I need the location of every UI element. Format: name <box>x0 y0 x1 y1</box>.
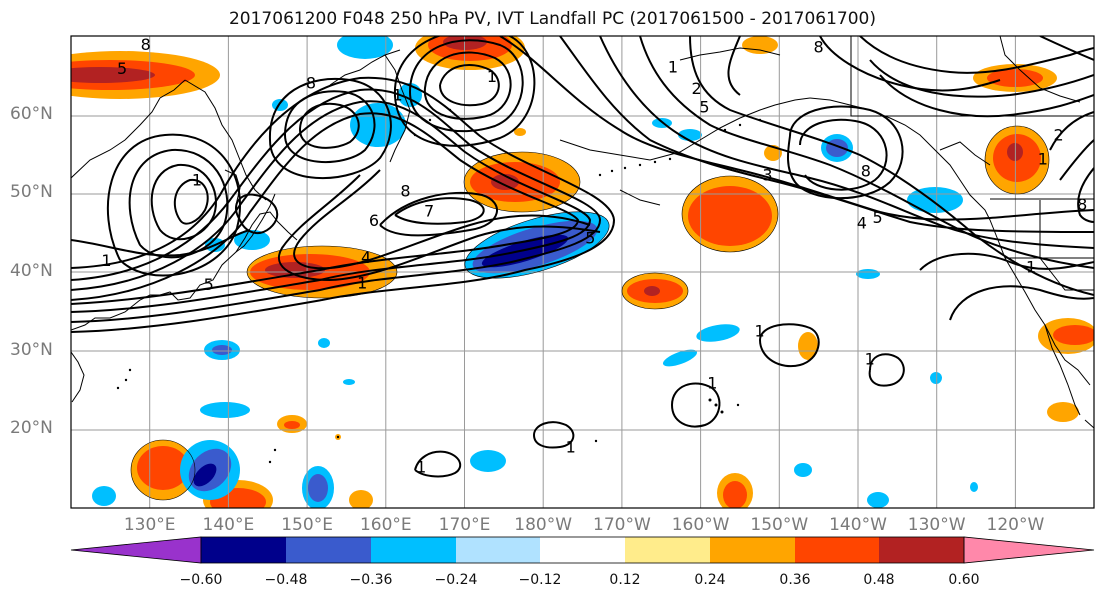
colorbar-segment <box>371 537 456 563</box>
colorbar-segment <box>879 537 964 563</box>
contour-label: 1 <box>865 350 875 369</box>
colorbar-tick-label: 0.12 <box>609 572 641 588</box>
ivt-contours <box>71 36 1094 478</box>
colorbar-tick-label: −0.60 <box>179 572 223 588</box>
colorbar-tick-label: −0.48 <box>264 572 308 588</box>
lat-label: 30°N <box>10 340 53 360</box>
colorbar-tick-label: 0.36 <box>779 572 811 588</box>
colorbar-segment <box>286 537 371 563</box>
contour-label: 1 <box>101 251 111 270</box>
map-title: 2017061200 F048 250 hPa PV, IVT Landfall… <box>228 9 876 29</box>
colorbar-segment <box>710 537 795 563</box>
colorbar-segment <box>540 537 625 563</box>
lon-label: 140°W <box>829 515 887 535</box>
lon-label: 180°W <box>514 515 573 535</box>
contour-label: 1 <box>707 374 717 393</box>
colorbar-tick-label: −0.36 <box>349 572 393 588</box>
lat-label: 60°N <box>10 104 53 124</box>
contour-label: 1 <box>357 274 367 293</box>
lon-label: 140°E <box>202 515 255 535</box>
contour-label: 5 <box>873 208 883 227</box>
lon-label: 170°E <box>438 515 491 535</box>
lon-label: 160°W <box>671 515 730 535</box>
colorbar-extend-high <box>963 536 1095 564</box>
lon-label: 150°W <box>750 515 809 535</box>
colorbar-tick-label: −0.12 <box>518 572 562 588</box>
contour-label: 2 <box>1053 126 1063 145</box>
contour-label: 8 <box>1077 195 1087 214</box>
lon-label: 160°E <box>359 515 412 535</box>
lon-label: 130°E <box>123 515 176 535</box>
contour-label: 1 <box>416 458 426 477</box>
contour-label: 8 <box>861 162 871 181</box>
lon-label: 120°W <box>986 515 1045 535</box>
contour-label: 5 <box>204 275 214 294</box>
contour-label: 1 <box>192 170 202 189</box>
colorbar-segment <box>456 537 540 563</box>
colorbar-segment <box>201 537 286 563</box>
lat-label: 50°N <box>10 182 53 202</box>
contour-label: 1 <box>392 86 402 105</box>
contour-label: 4 <box>361 248 371 267</box>
contour-label: 8 <box>141 35 151 54</box>
map-frame <box>70 35 1095 509</box>
contour-label: 1 <box>566 438 576 457</box>
colorbar-tick-label: −0.24 <box>434 572 478 588</box>
lat-label: 40°N <box>10 261 53 281</box>
contour-label: 2 <box>692 79 702 98</box>
contour-label: 5 <box>585 229 595 248</box>
contour-label: 1 <box>1038 150 1048 169</box>
coastlines <box>71 36 1094 429</box>
colorbar-tick-label: 0.60 <box>948 572 980 588</box>
contour-label: 5 <box>117 59 127 78</box>
anomaly-outlines <box>130 125 1050 501</box>
contour-label: 1 <box>1026 258 1036 277</box>
lon-label: 170°W <box>593 515 651 535</box>
lon-label: 150°E <box>281 515 333 535</box>
colorbar-segment <box>795 537 879 563</box>
contour-label: 8 <box>813 38 823 57</box>
contour-label: 1 <box>487 67 497 86</box>
contour-label: 8 <box>400 182 410 201</box>
colorbar-tick-label: 0.48 <box>863 572 895 588</box>
colorbar-extend-low <box>70 536 202 564</box>
colorbar-frame <box>200 536 965 564</box>
colorbar <box>70 536 1095 564</box>
colorbar-segment <box>625 537 710 563</box>
contour-label: 1 <box>668 58 678 77</box>
lon-label: 130°W <box>907 515 966 535</box>
contour-label: 6 <box>369 211 379 230</box>
contour-label: 4 <box>857 214 867 233</box>
contour-label: 7 <box>424 202 434 221</box>
contour-label: 8 <box>306 74 316 93</box>
contour-label: 3 <box>762 166 772 185</box>
contour-label: 5 <box>699 98 709 117</box>
colorbar-tick-label: 0.24 <box>694 572 726 588</box>
lat-label: 20°N <box>10 418 53 438</box>
contour-label: 1 <box>754 322 764 341</box>
